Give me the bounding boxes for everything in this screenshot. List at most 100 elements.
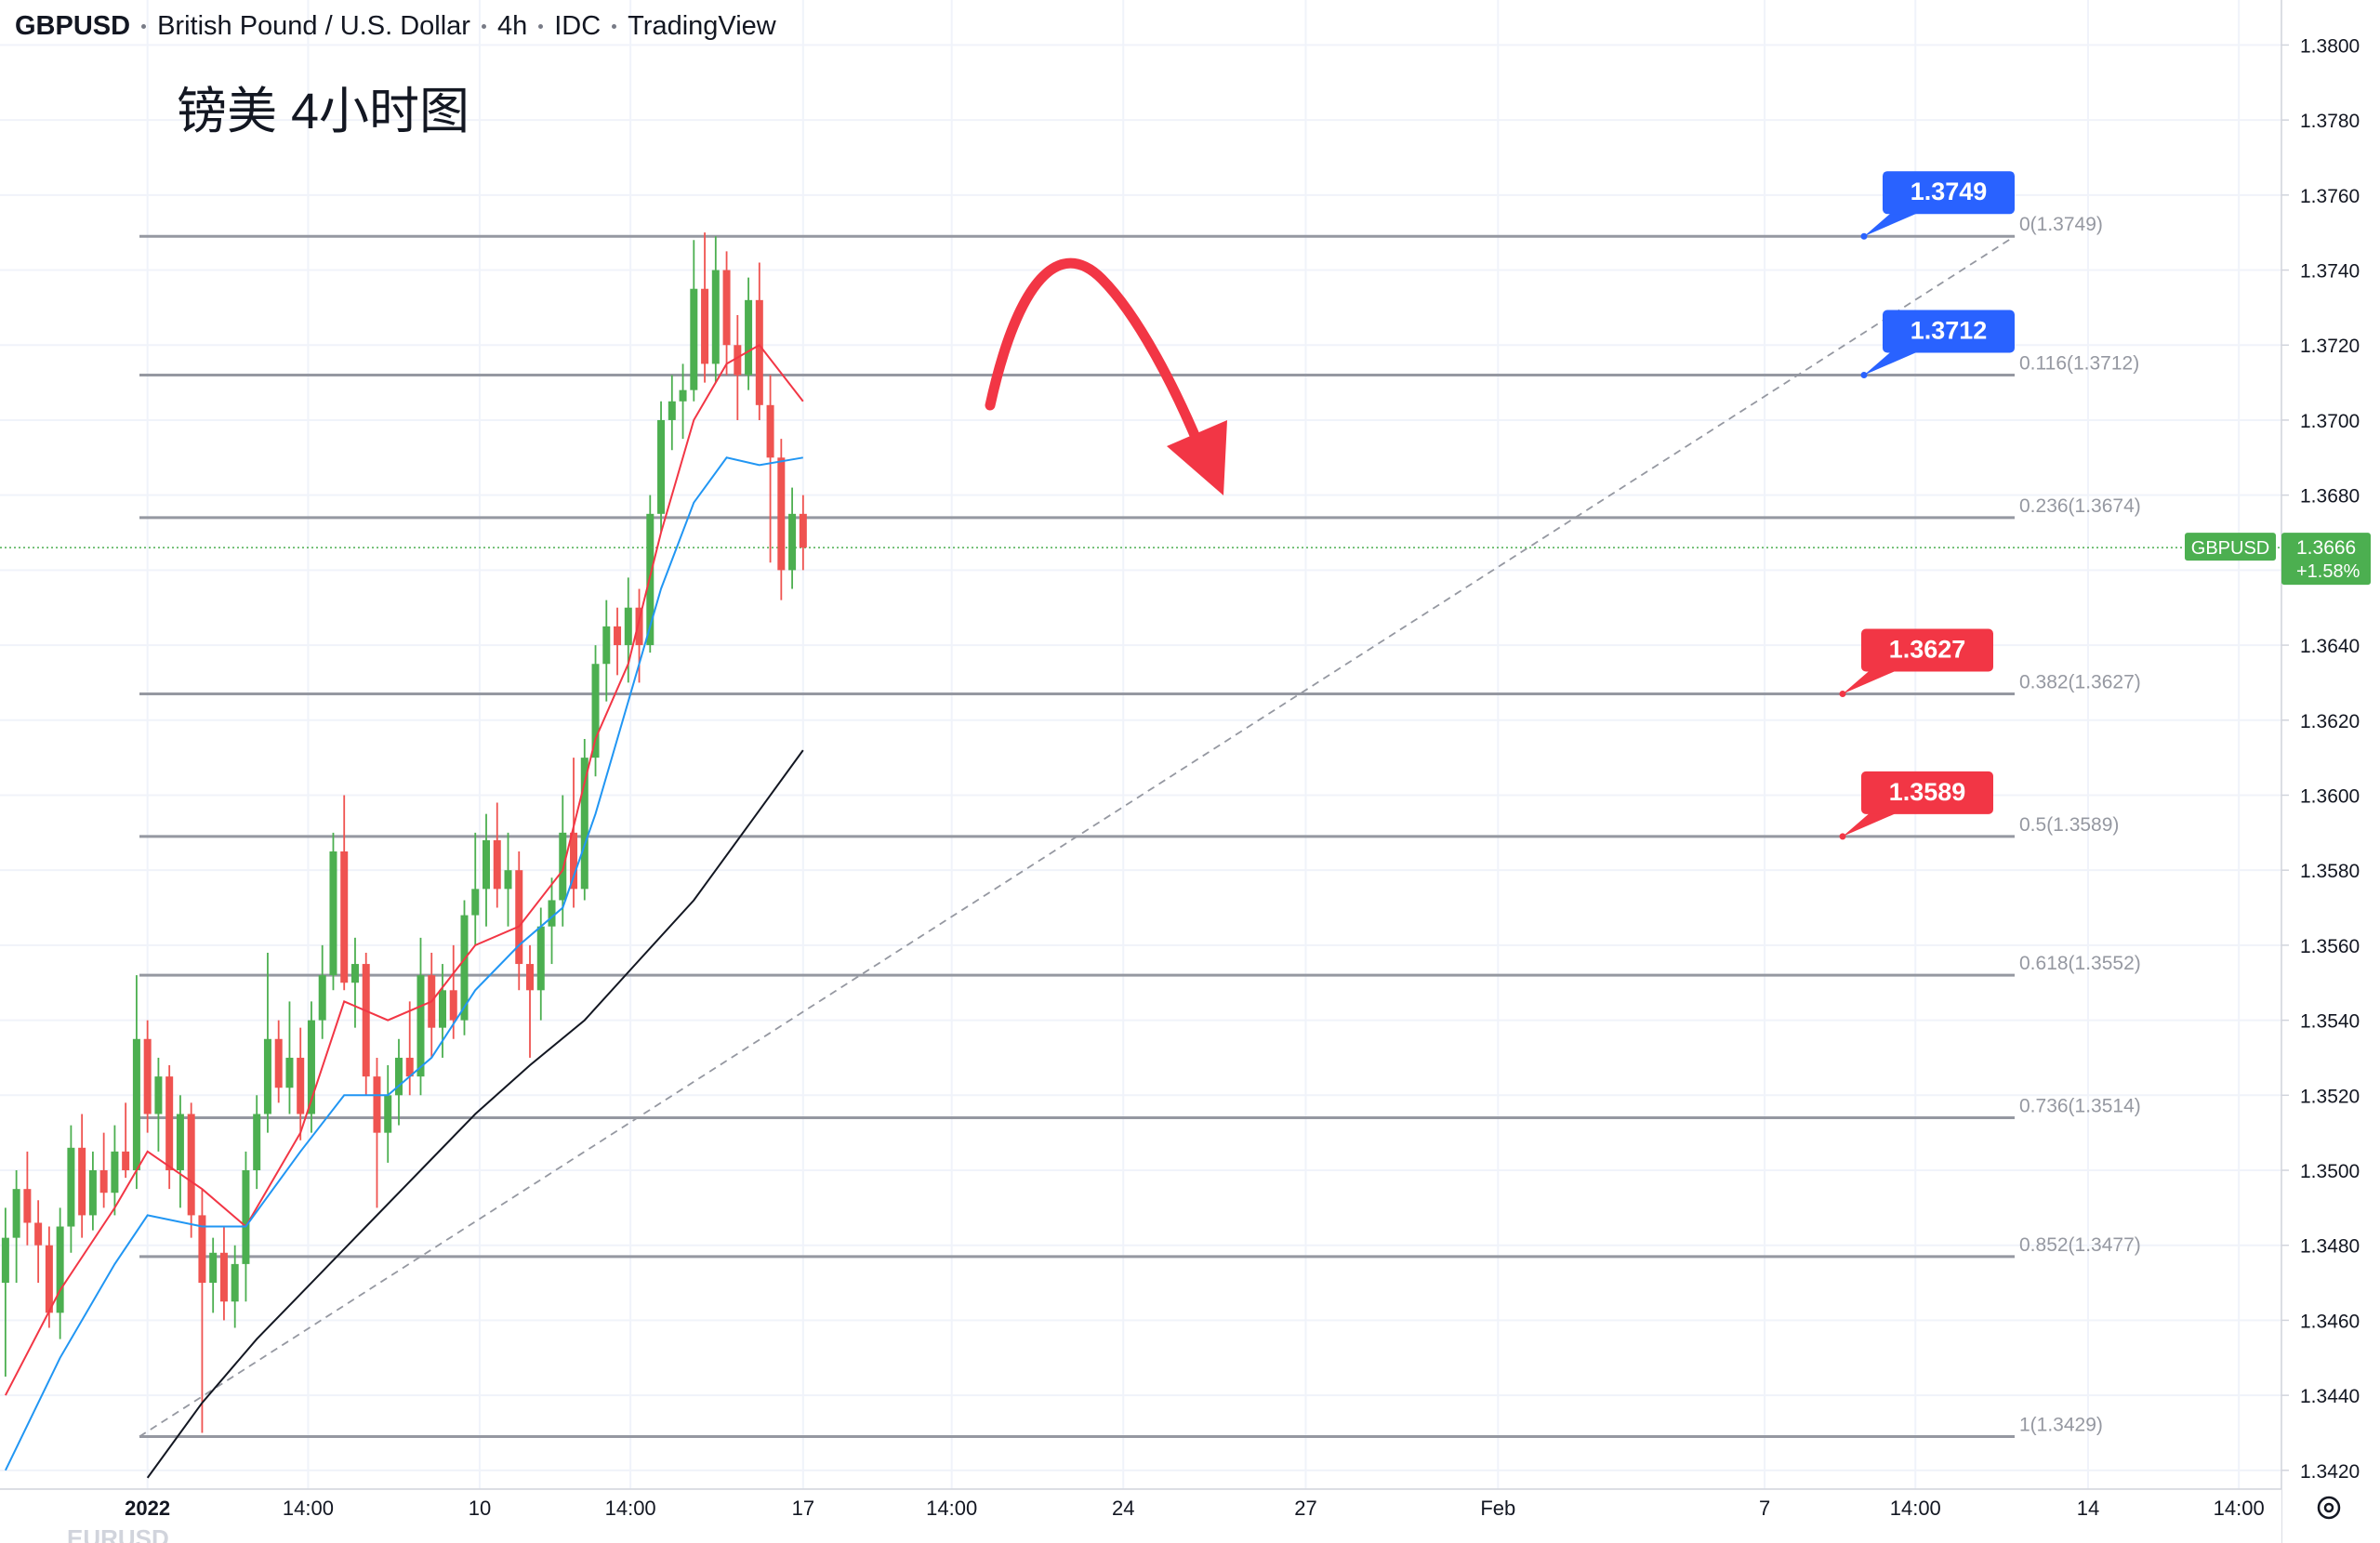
fib-level-label: 0.618(1.3552): [2019, 953, 2141, 974]
callout-box: [1861, 771, 1993, 814]
x-tick-label: 17: [792, 1497, 814, 1520]
candle-body: [734, 345, 742, 376]
candle-body: [340, 851, 349, 983]
symbol-tag-label: GBPUSD: [2191, 538, 2269, 559]
down-arrow-head: [1167, 420, 1227, 495]
candle-body: [635, 607, 643, 646]
candle-body: [416, 975, 425, 1077]
callout-anchor: [1839, 691, 1846, 698]
candle-body: [438, 990, 446, 1028]
moving-average: [146, 749, 804, 1479]
callout-box: [1883, 310, 2015, 353]
callout-label: 1.3712: [1911, 317, 1988, 345]
source: IDC: [554, 11, 602, 41]
candle-body: [690, 288, 698, 390]
candle-body: [591, 664, 600, 758]
candle-body: [23, 1189, 32, 1223]
callout-label: 1.3589: [1889, 778, 1966, 806]
callout-label: 1.3749: [1911, 178, 1988, 205]
candle-body: [745, 299, 753, 376]
fib-level-label: 0.5(1.3589): [2019, 814, 2119, 836]
candle-body: [536, 926, 545, 991]
y-tick-label: 1.3780: [2300, 111, 2360, 132]
y-tick-label: 1.3600: [2300, 785, 2360, 807]
candle-body: [111, 1151, 119, 1194]
x-tick-label: 14:00: [605, 1497, 656, 1520]
price-axis-bg: [2281, 0, 2380, 1543]
y-tick-label: 1.3700: [2300, 411, 2360, 432]
callout-pointer: [1864, 350, 1920, 376]
callout-pointer: [1843, 669, 1898, 694]
callout-anchor: [1860, 232, 1868, 240]
candle-body: [176, 1114, 184, 1171]
x-tick-label: 14:00: [1890, 1497, 1941, 1520]
candle-body: [799, 513, 807, 548]
candle-body: [88, 1170, 97, 1216]
candle-body: [209, 1252, 218, 1284]
x-tick-label: 27: [1294, 1497, 1316, 1520]
x-tick-label: 7: [1759, 1497, 1770, 1520]
x-tick-label: 14:00: [283, 1497, 334, 1520]
candle-body: [766, 404, 774, 458]
candle-body: [515, 870, 523, 965]
instrument-name: British Pound / U.S. Dollar: [157, 11, 470, 41]
candle-body: [405, 1057, 414, 1077]
candle-body: [602, 626, 611, 665]
candle-body: [755, 299, 763, 405]
candle-body: [373, 1076, 381, 1133]
candle-body: [318, 975, 326, 1021]
candle-body: [1, 1237, 9, 1284]
axes: 1.3420 1.3440 1.3460 1.3480 1.3500 1.3520 1.35…: [125, 35, 2371, 1520]
candle-body: [307, 1020, 315, 1114]
price-tag-value: 1.3666: [2296, 537, 2356, 559]
x-tick-label: 10: [469, 1497, 491, 1520]
candle-body: [219, 1252, 228, 1302]
candle-body: [285, 1057, 294, 1088]
candle-body: [34, 1222, 43, 1246]
fib-level-label: 0.382(1.3627): [2019, 672, 2141, 693]
x-tick-label: Feb: [1480, 1497, 1515, 1520]
candle-body: [165, 1076, 174, 1171]
candle-body: [56, 1226, 64, 1313]
candle-body: [329, 851, 337, 976]
candle-body: [504, 870, 512, 890]
x-tick-label: 2022: [125, 1497, 170, 1520]
candle-body: [99, 1170, 108, 1194]
x-tick-label: 14:00: [2214, 1497, 2265, 1520]
candle-body: [614, 626, 622, 646]
candle-body: [526, 964, 535, 991]
x-tick-label: 24: [1112, 1497, 1134, 1520]
candle-body: [187, 1114, 195, 1216]
y-tick-label: 1.3560: [2300, 936, 2360, 957]
fib-level-label: 0.736(1.3514): [2019, 1096, 2141, 1117]
candle-body: [657, 419, 666, 514]
candle-body: [350, 964, 359, 983]
settings-gear-center[interactable]: [2323, 1502, 2334, 1513]
symbol-tag: [2185, 533, 2276, 561]
candle-body: [253, 1114, 261, 1171]
callout-pointer: [1843, 811, 1898, 837]
candle-body: [701, 288, 709, 364]
y-tick-label: 1.3620: [2300, 711, 2360, 732]
y-tick-label: 1.3640: [2300, 636, 2360, 657]
callout-pointer: [1864, 212, 1920, 237]
y-tick-label: 1.3720: [2300, 336, 2360, 357]
y-tick-label: 1.3760: [2300, 186, 2360, 207]
candle-body: [274, 1038, 283, 1088]
candle-body: [460, 915, 469, 1021]
candle-body: [679, 389, 687, 402]
candle-body: [231, 1263, 239, 1302]
moving-averages: [5, 343, 804, 1479]
candle-body: [198, 1215, 206, 1284]
annotations: 1.3749 1.3712 1.3627 1.3589: [985, 171, 2015, 840]
settings-gear[interactable]: [2317, 1496, 2341, 1520]
candle-body: [67, 1147, 75, 1227]
y-tick-label: 1.3460: [2300, 1311, 2360, 1332]
settings-icon[interactable]: [2317, 1496, 2341, 1520]
candle-body: [362, 964, 370, 1077]
header: GBPUSD British Pound / U.S. Dollar 4h ID…: [15, 11, 776, 42]
y-tick-label: 1.3680: [2300, 486, 2360, 508]
y-tick-label: 1.3540: [2300, 1011, 2360, 1033]
